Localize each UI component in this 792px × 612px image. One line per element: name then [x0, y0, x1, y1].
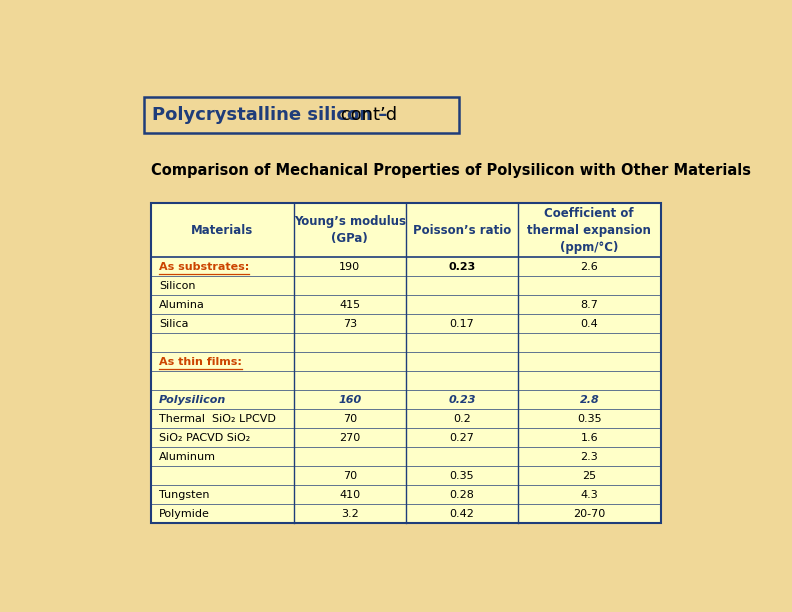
Text: 3.2: 3.2 [341, 509, 359, 519]
FancyBboxPatch shape [151, 203, 661, 523]
Text: 25: 25 [582, 471, 596, 481]
Text: 0.4: 0.4 [581, 319, 598, 329]
Text: 1.6: 1.6 [581, 433, 598, 443]
Text: Thermal  SiO₂ LPCVD: Thermal SiO₂ LPCVD [159, 414, 276, 424]
Text: SiO₂ PACVD SiO₂: SiO₂ PACVD SiO₂ [159, 433, 250, 443]
Text: 270: 270 [339, 433, 360, 443]
Text: Polysilicon: Polysilicon [159, 395, 227, 405]
Text: 160: 160 [338, 395, 361, 405]
Text: 70: 70 [343, 414, 357, 424]
Text: Aluminum: Aluminum [159, 452, 216, 462]
Text: Alumina: Alumina [159, 300, 205, 310]
Text: 0.27: 0.27 [450, 433, 474, 443]
Text: 415: 415 [339, 300, 360, 310]
Text: As thin films:: As thin films: [159, 357, 242, 367]
Text: 0.35: 0.35 [577, 414, 602, 424]
Text: Poisson’s ratio: Poisson’s ratio [413, 223, 511, 237]
Text: 0.42: 0.42 [450, 509, 474, 519]
Text: 2.3: 2.3 [581, 452, 598, 462]
Text: Coefficient of
thermal expansion
(ppm/°C): Coefficient of thermal expansion (ppm/°C… [527, 207, 651, 253]
Text: 0.23: 0.23 [448, 262, 475, 272]
Text: Young’s modulus
(GPa): Young’s modulus (GPa) [294, 215, 406, 245]
Text: Polycrystalline silicon –: Polycrystalline silicon – [152, 106, 388, 124]
Text: Comparison of Mechanical Properties of Polysilicon with Other Materials: Comparison of Mechanical Properties of P… [151, 163, 751, 177]
Text: As substrates:: As substrates: [159, 262, 249, 272]
Text: 0.23: 0.23 [448, 395, 476, 405]
Text: 0.35: 0.35 [450, 471, 474, 481]
Text: 70: 70 [343, 471, 357, 481]
Text: Polymide: Polymide [159, 509, 210, 519]
Text: 190: 190 [339, 262, 360, 272]
Text: Tungsten: Tungsten [159, 490, 210, 500]
Text: 20-70: 20-70 [573, 509, 605, 519]
Text: cont’d: cont’d [335, 106, 398, 124]
Text: Silica: Silica [159, 319, 188, 329]
Text: 2.8: 2.8 [580, 395, 600, 405]
FancyBboxPatch shape [144, 97, 459, 133]
Text: Materials: Materials [192, 223, 253, 237]
Text: 2.6: 2.6 [581, 262, 598, 272]
Text: 4.3: 4.3 [581, 490, 598, 500]
Text: 73: 73 [343, 319, 357, 329]
Text: 0.28: 0.28 [450, 490, 474, 500]
Text: 0.17: 0.17 [450, 319, 474, 329]
Text: Silicon: Silicon [159, 281, 196, 291]
Text: 0.2: 0.2 [453, 414, 470, 424]
Text: 8.7: 8.7 [581, 300, 598, 310]
Text: 410: 410 [339, 490, 360, 500]
